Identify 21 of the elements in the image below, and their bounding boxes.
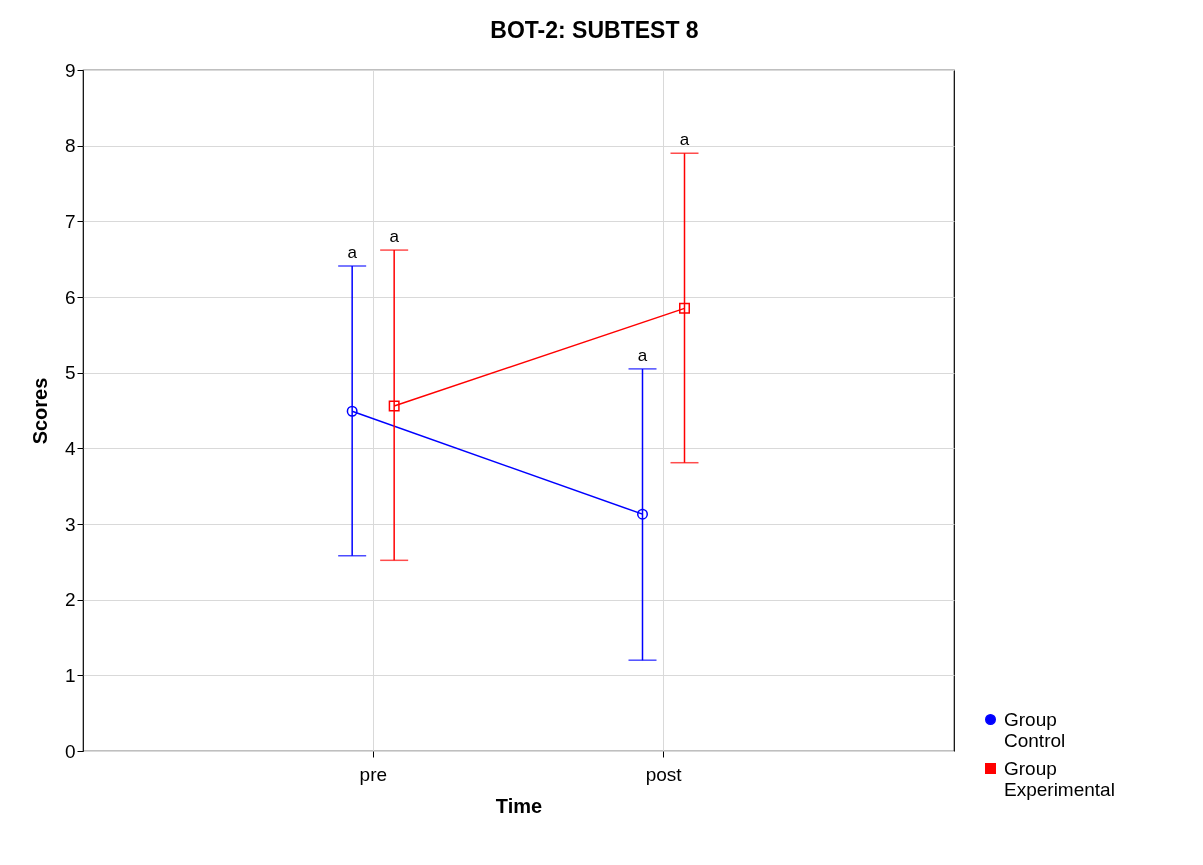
y-tick-label: 6 [64, 286, 76, 308]
x-tick-label: post [645, 763, 683, 785]
y-tick-label: 1 [64, 664, 76, 686]
y-tick-label: 3 [64, 513, 76, 535]
y-tick-label: 9 [64, 59, 76, 81]
annotation: a [347, 242, 358, 262]
y-axis-title: Scores [28, 377, 51, 445]
legend-label: Group Experimental [1004, 757, 1115, 800]
y-tick-label: 4 [64, 437, 76, 459]
annotation: a [389, 227, 400, 247]
annotation: a [679, 130, 690, 150]
x-tick-label: pre [359, 763, 388, 785]
y-tick-label: 2 [64, 589, 76, 611]
x-axis-title: Time [495, 794, 543, 817]
annotation: a [637, 345, 648, 365]
y-tick-label: 0 [64, 740, 76, 762]
y-tick-label: 8 [64, 135, 76, 157]
y-tick-label: 5 [64, 362, 76, 384]
y-tick-label: 7 [64, 210, 76, 232]
chart-title: BOT-2: SUBTEST 8 [490, 17, 699, 43]
legend-label: Group Control [1004, 708, 1066, 751]
